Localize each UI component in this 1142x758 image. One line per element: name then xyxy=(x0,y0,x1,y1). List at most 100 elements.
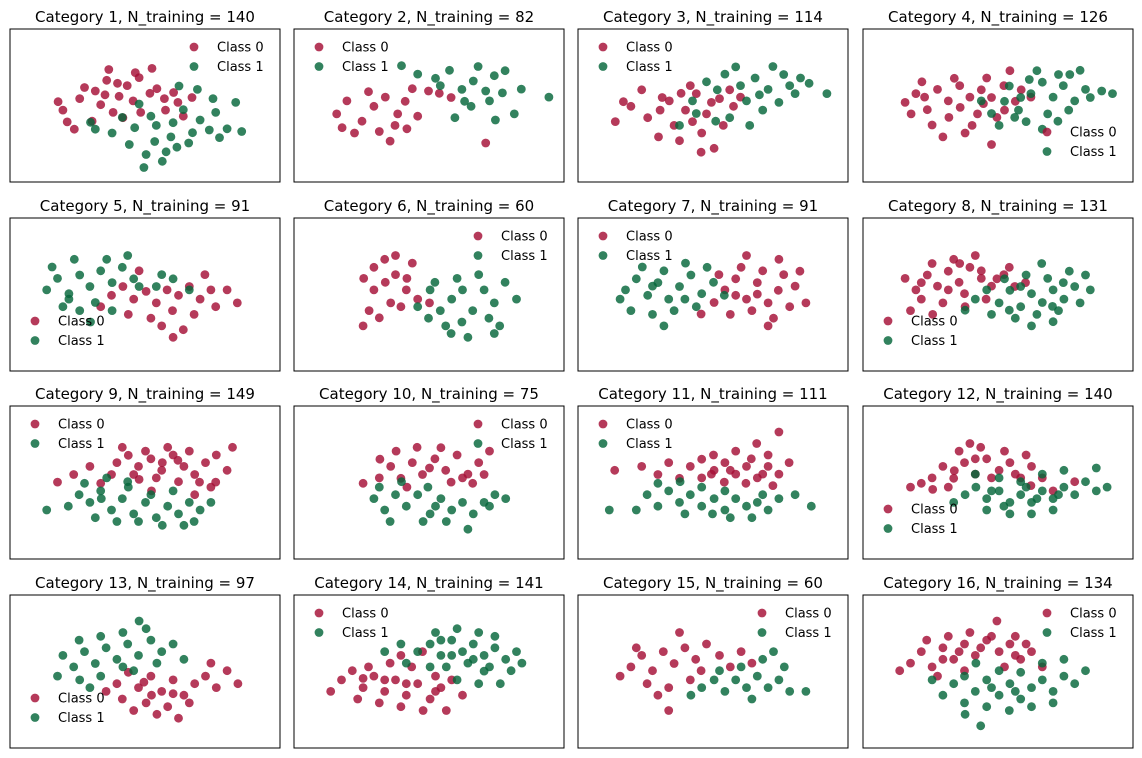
scatter-point-class-0 xyxy=(195,294,205,304)
scatter-point-class-0 xyxy=(152,709,162,719)
scatter-point-class-0 xyxy=(145,88,155,98)
axes-frame xyxy=(862,217,1134,372)
scatter-point-class-0 xyxy=(758,266,768,276)
scatter-point-class-0 xyxy=(1027,462,1036,471)
scatter-point-class-1 xyxy=(982,505,992,515)
scatter-point-class-1 xyxy=(1059,294,1069,304)
legend: Class 0 Class 1 xyxy=(757,607,832,641)
scatter-point-class-0 xyxy=(168,689,178,699)
scatter-point-class-0 xyxy=(938,462,948,471)
scatter-point-class-0 xyxy=(141,446,150,456)
scatter-point-class-1 xyxy=(107,306,117,315)
scatter-point-class-0 xyxy=(774,254,784,264)
scatter-point-class-1 xyxy=(960,698,969,708)
scatter-point-class-1 xyxy=(489,298,499,308)
legend-label: Class 0 xyxy=(626,418,673,433)
legend-label: Class 0 xyxy=(58,418,105,433)
scatter-point-class-1 xyxy=(184,138,194,148)
scatter-point-class-1 xyxy=(413,647,423,656)
scatter-point-class-0 xyxy=(1005,458,1015,467)
scatter-point-class-0 xyxy=(637,462,647,471)
scatter-point-class-1 xyxy=(512,294,521,304)
scatter-point-class-0 xyxy=(685,462,695,471)
scatter-point-class-1 xyxy=(709,675,719,685)
scatter-point-class-1 xyxy=(184,498,194,507)
legend-marker-class-0 xyxy=(30,693,40,703)
scatter-point-class-1 xyxy=(509,109,519,119)
points-layer xyxy=(358,251,521,342)
scatter-point-class-1 xyxy=(653,478,663,488)
scatter-point-class-0 xyxy=(401,690,411,700)
scatter-point-class-1 xyxy=(715,666,724,676)
scatter-point-class-1 xyxy=(688,96,697,106)
scatter-point-class-1 xyxy=(195,505,205,515)
scatter-point-class-1 xyxy=(822,89,832,98)
scatter-point-class-1 xyxy=(971,482,981,492)
legend: Class 0 Class 1 xyxy=(30,692,105,726)
scatter-point-class-1 xyxy=(1043,274,1053,283)
points-layer xyxy=(604,427,816,523)
scatter-point-class-1 xyxy=(134,282,144,291)
scatter-point-class-1 xyxy=(418,517,428,526)
scatter-point-class-1 xyxy=(435,81,445,90)
scatter-point-class-1 xyxy=(447,294,457,304)
scatter-point-class-0 xyxy=(944,113,954,122)
panel-title: Category 12, N_training = 140 xyxy=(883,385,1112,404)
scatter-point-class-0 xyxy=(232,298,242,308)
points-layer xyxy=(53,616,243,723)
legend-label: Class 1 xyxy=(626,437,673,452)
scatter-point-class-0 xyxy=(80,83,89,92)
scatter-point-class-0 xyxy=(1021,639,1031,649)
scatter-point-class-0 xyxy=(374,473,384,483)
scatter-point-class-0 xyxy=(922,105,932,115)
scatter-point-class-0 xyxy=(174,290,183,300)
scatter-point-class-0 xyxy=(391,270,400,279)
scatter-point-class-1 xyxy=(763,85,773,94)
scatter-point-class-0 xyxy=(436,443,446,453)
scatter-point-class-1 xyxy=(397,61,406,71)
scatter-point-class-0 xyxy=(380,254,390,264)
axes-frame xyxy=(9,594,281,749)
scatter-point-class-0 xyxy=(927,473,937,483)
axes-frame xyxy=(9,28,281,183)
scatter-point-class-1 xyxy=(123,251,133,260)
scatter-point-class-1 xyxy=(1102,482,1112,492)
scatter-point-class-1 xyxy=(58,651,68,660)
legend-marker-class-0 xyxy=(1042,127,1052,137)
legend-marker-class-0 xyxy=(314,42,324,52)
scatter-point-class-1 xyxy=(501,654,511,664)
scatter-point-class-0 xyxy=(431,671,440,681)
scatter-point-class-1 xyxy=(69,662,79,672)
scatter-point-class-1 xyxy=(994,473,1004,483)
scatter-point-class-0 xyxy=(136,108,146,117)
scatter-point-class-1 xyxy=(1059,482,1069,492)
scatter-point-class-0 xyxy=(391,251,400,260)
scatter-point-class-0 xyxy=(949,466,959,475)
scatter-point-class-0 xyxy=(626,662,636,672)
scatter-point-class-1 xyxy=(1054,70,1063,79)
scatter-point-class-0 xyxy=(201,458,210,467)
legend-label: Class 1 xyxy=(58,711,105,726)
scatter-point-class-0 xyxy=(917,77,927,87)
scatter-point-class-0 xyxy=(385,658,395,668)
scatter-point-class-1 xyxy=(750,73,760,83)
scatter-point-class-0 xyxy=(206,658,216,668)
legend: Class 0 Class 1 xyxy=(1042,126,1117,160)
scatter-point-class-1 xyxy=(425,509,435,519)
scatter-point-class-1 xyxy=(702,262,712,272)
scatter-point-class-1 xyxy=(949,679,959,689)
scatter-point-class-0 xyxy=(123,310,133,319)
scatter-point-class-1 xyxy=(1021,482,1031,492)
scatter-point-class-1 xyxy=(90,298,100,307)
scatter-point-class-0 xyxy=(763,462,773,471)
scatter-point-class-0 xyxy=(163,702,173,712)
scatter-point-class-1 xyxy=(1005,509,1015,519)
legend-label: Class 1 xyxy=(626,60,673,75)
scatter-point-class-0 xyxy=(446,477,456,487)
scatter-point-class-0 xyxy=(615,671,625,681)
scatter-point-class-0 xyxy=(992,274,1002,284)
scatter-point-class-1 xyxy=(669,306,679,315)
scatter-point-class-1 xyxy=(86,117,95,127)
